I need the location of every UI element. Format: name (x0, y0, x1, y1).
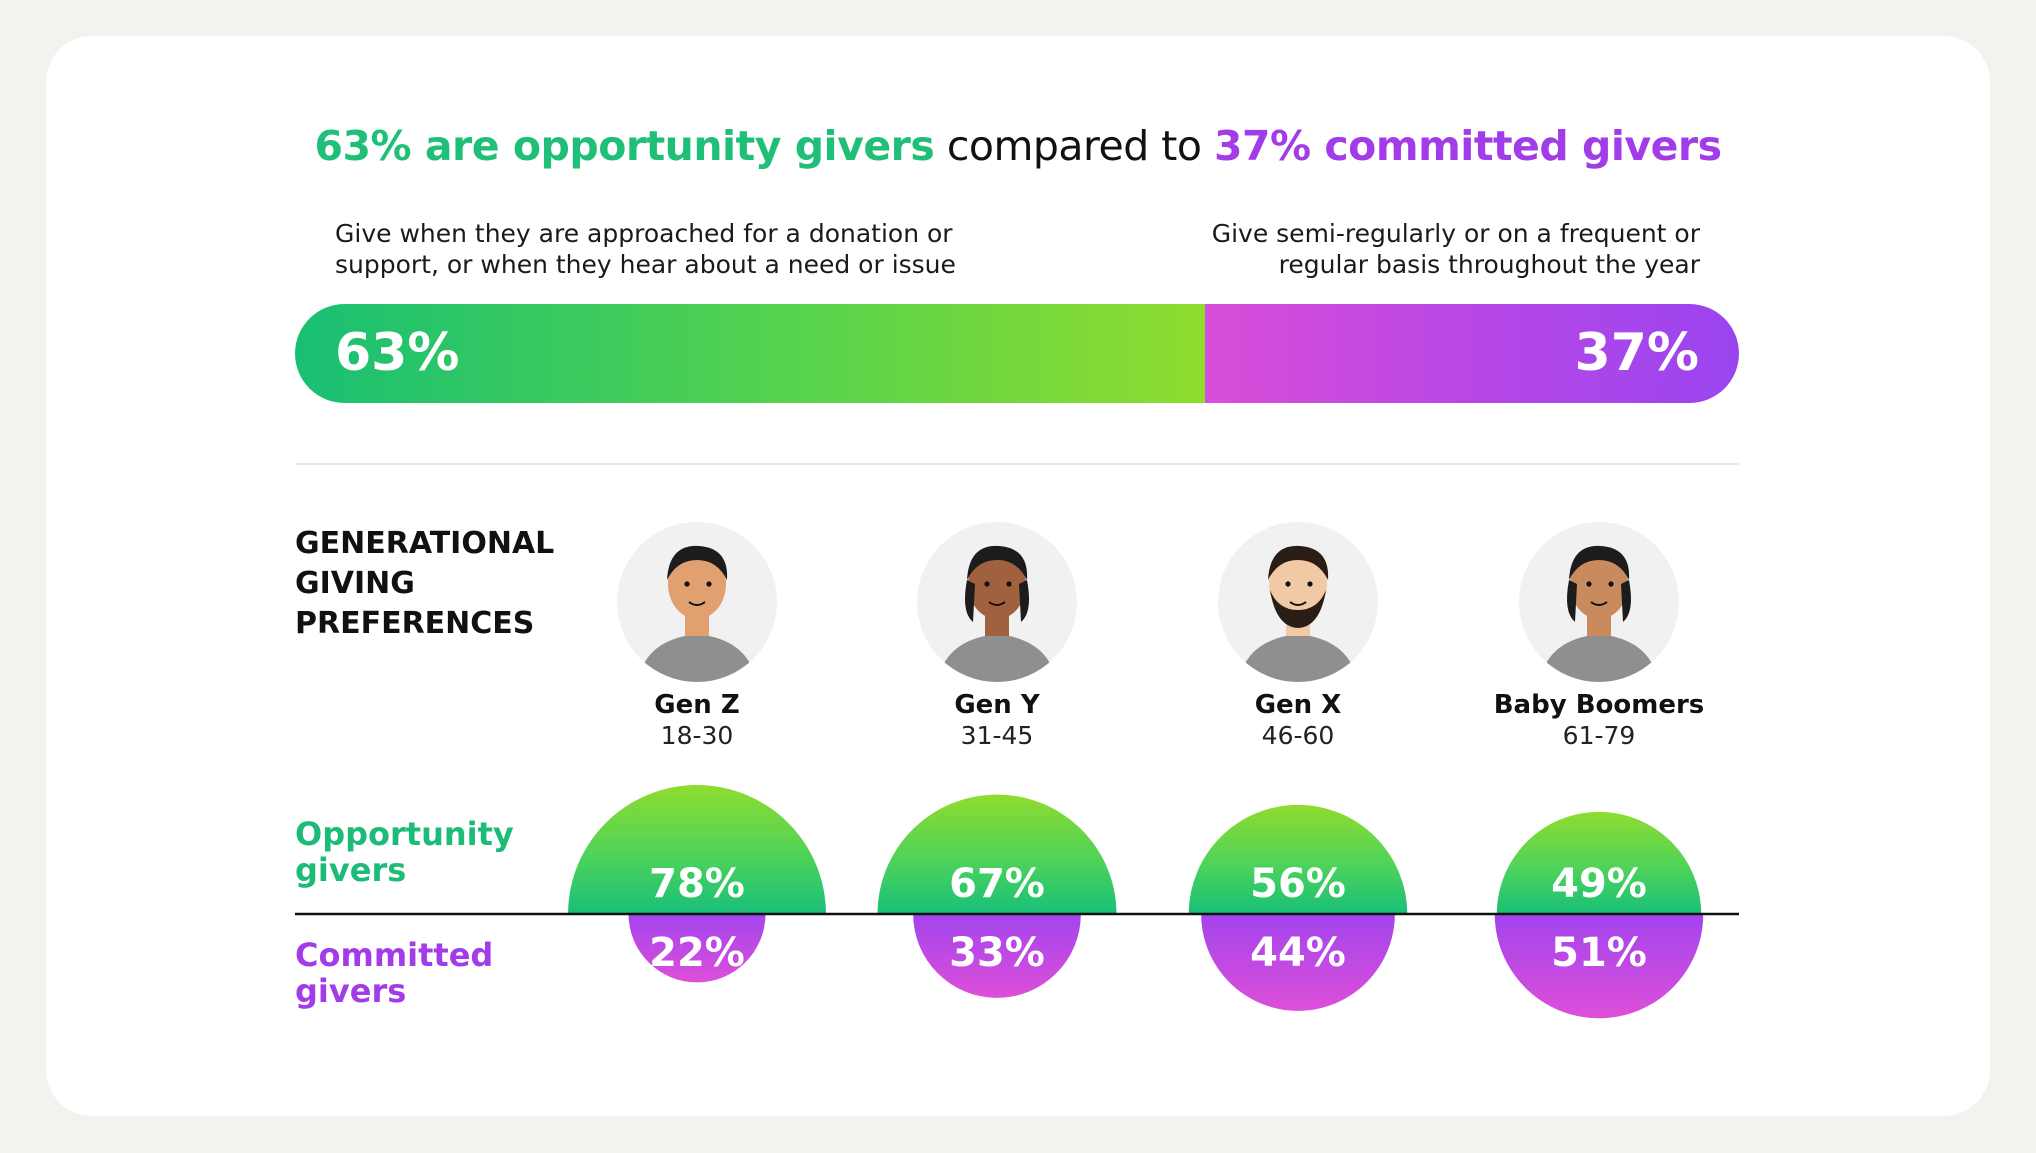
committed-row-label: Committed givers (295, 936, 494, 1010)
opportunity-half-circle-2 (1188, 804, 1408, 914)
opportunity-value-label-2: 56% (1250, 861, 1346, 907)
committed-description: Give semi-regularly or on a frequent or … (1211, 219, 1700, 279)
committed-bar-value: 37% (1574, 323, 1699, 383)
divider (295, 463, 1739, 465)
gen-name-3: Baby Boomers (1493, 690, 1705, 720)
committed-half-circle-0 (628, 914, 766, 983)
gen-name-0: Gen Z (654, 690, 740, 720)
opportunity-value-label-3: 49% (1551, 861, 1647, 907)
gen-x-avatar-icon (1218, 522, 1378, 686)
gen-name-2: Gen X (1254, 690, 1342, 720)
committed-value-label-2: 44% (1250, 930, 1346, 976)
headline-middle: compared to (934, 122, 1214, 170)
opportunity-value-label-0: 78% (649, 861, 745, 907)
gen-age-0: 18-30 (660, 721, 734, 750)
committed-half-circle-3 (1494, 914, 1704, 1019)
committed-value-label-3: 51% (1551, 930, 1647, 976)
opportunity-bar-value: 63% (335, 323, 460, 383)
committed-half-circle-1 (913, 914, 1081, 998)
committed-bar-segment (1204, 304, 1739, 403)
headline-opportunity: 63% are opportunity givers (314, 122, 935, 170)
gen-age-3: 61-79 (1562, 721, 1636, 750)
opportunity-row-label: Opportunity givers (295, 815, 514, 889)
opportunity-half-circle-3 (1496, 811, 1702, 914)
gen-age-2: 46-60 (1261, 721, 1335, 750)
opportunity-value-label-1: 67% (949, 861, 1045, 907)
opportunity-bar-segment (295, 304, 1205, 403)
opportunity-half-circle-1 (877, 794, 1117, 914)
headline: 63% are opportunity givers compared to 3… (0, 122, 2036, 170)
section-title: GENERATIONAL GIVING PREFERENCES (295, 526, 555, 641)
gen-z-avatar-icon (617, 522, 777, 686)
committed-half-circle-2 (1201, 914, 1395, 1011)
baby-boomers-avatar-icon (1519, 522, 1679, 686)
split-bar: 63% 37% (295, 304, 1739, 403)
committed-value-label-0: 22% (649, 930, 745, 976)
gen-age-1: 31-45 (960, 721, 1034, 750)
gen-y-avatar-icon (917, 522, 1077, 686)
opportunity-description: Give when they are approached for a dona… (335, 219, 956, 279)
gen-name-1: Gen Y (954, 690, 1040, 720)
headline-committed: 37% committed givers (1213, 122, 1722, 170)
committed-value-label-1: 33% (949, 930, 1045, 976)
opportunity-half-circle-0 (568, 785, 826, 914)
